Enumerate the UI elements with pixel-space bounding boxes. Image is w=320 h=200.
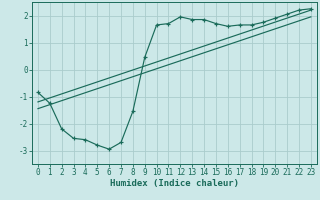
X-axis label: Humidex (Indice chaleur): Humidex (Indice chaleur) [110, 179, 239, 188]
